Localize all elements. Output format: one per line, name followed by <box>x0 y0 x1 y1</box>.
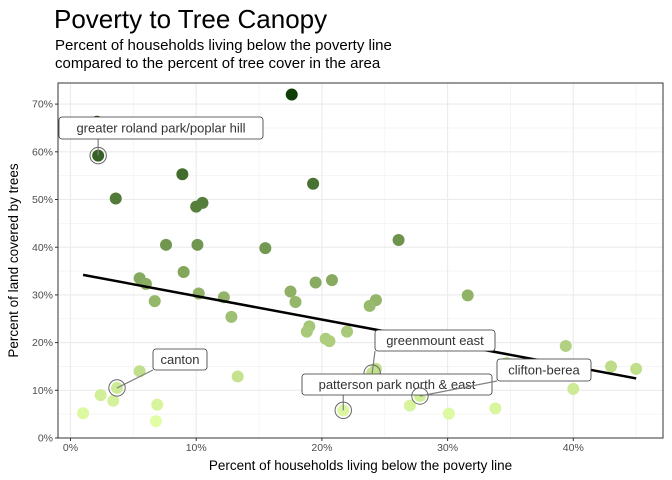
data-point <box>133 365 146 378</box>
data-point <box>323 335 336 348</box>
annotation-leader <box>371 350 376 374</box>
x-axis-ticks: 0% 10% 20% 30% 40% <box>63 438 584 454</box>
y-tick-label: 0% <box>38 433 53 445</box>
data-point <box>325 274 338 287</box>
x-tick-label: 0% <box>63 442 78 454</box>
x-tick-label: 10% <box>186 442 207 454</box>
chart-subtitle-line-2: compared to the percent of tree cover in… <box>55 55 381 72</box>
data-point <box>309 276 322 289</box>
data-point <box>285 88 298 101</box>
data-point <box>160 238 173 251</box>
data-point <box>630 362 643 375</box>
plot-border <box>57 82 664 439</box>
data-point <box>177 266 190 279</box>
data-point <box>151 398 164 411</box>
y-tick-label: 60% <box>32 146 53 158</box>
data-point <box>307 177 320 190</box>
annotation-box <box>152 348 208 371</box>
grid-minor <box>58 83 663 438</box>
data-point <box>289 296 302 309</box>
annotation-label: clifton-berea <box>508 363 580 378</box>
y-axis-ticks: 0% 10% 20% 30% 40% 50% 60% 70% <box>32 99 58 445</box>
y-tick-label: 30% <box>32 290 53 302</box>
annotation-label: greater roland park/poplar hill <box>76 121 245 136</box>
data-point <box>363 299 376 312</box>
annotation-label: patterson park north & east <box>319 377 476 392</box>
y-tick-label: 50% <box>32 194 53 206</box>
annotation-ring <box>411 387 429 405</box>
data-point <box>259 242 272 255</box>
annotation-leader <box>419 380 498 397</box>
data-point <box>149 415 162 428</box>
data-point <box>300 325 313 338</box>
data-point <box>231 370 244 383</box>
annotation-label: greenmount east <box>386 333 484 348</box>
data-point <box>190 200 203 213</box>
data-point <box>559 339 572 352</box>
annotation-ring <box>334 401 352 420</box>
chart-subtitle-line-1: Percent of households living below the p… <box>55 37 392 54</box>
y-tick-label: 10% <box>32 385 53 397</box>
data-point <box>403 399 416 412</box>
chart-title: Poverty to Tree Canopy <box>54 4 328 34</box>
data-point <box>148 295 161 308</box>
data-point <box>77 407 90 420</box>
x-axis-title: Percent of households living below the p… <box>209 458 512 473</box>
annotation-leader <box>116 369 154 389</box>
data-point <box>605 360 618 373</box>
data-point <box>176 168 189 181</box>
data-point <box>392 234 405 247</box>
data-point <box>94 389 107 402</box>
data-point <box>489 402 502 415</box>
data-point <box>461 289 474 302</box>
y-tick-label: 40% <box>32 242 53 254</box>
annotation-label: canton <box>160 352 199 367</box>
data-point <box>442 407 455 420</box>
data-point <box>109 192 122 205</box>
data-point <box>191 238 204 251</box>
annotation-ring <box>89 146 107 165</box>
y-axis-title: Percent of land covered by trees <box>6 163 21 358</box>
annotation-box <box>58 116 264 140</box>
annotation-box <box>374 329 496 352</box>
data-point <box>225 310 238 323</box>
annotation-box <box>301 373 493 396</box>
y-tick-label: 20% <box>32 337 53 349</box>
data-point <box>341 325 354 338</box>
annotations: greater roland park/poplar hill canton gre… <box>58 116 592 420</box>
x-tick-label: 30% <box>437 442 458 454</box>
data-point <box>284 285 297 298</box>
y-tick-label: 70% <box>32 99 53 111</box>
data-point <box>567 382 580 395</box>
data-point <box>107 394 120 407</box>
annotation-box <box>496 358 592 382</box>
x-tick-label: 40% <box>563 442 584 454</box>
x-tick-label: 20% <box>311 442 332 454</box>
annotation-ring <box>108 379 126 397</box>
